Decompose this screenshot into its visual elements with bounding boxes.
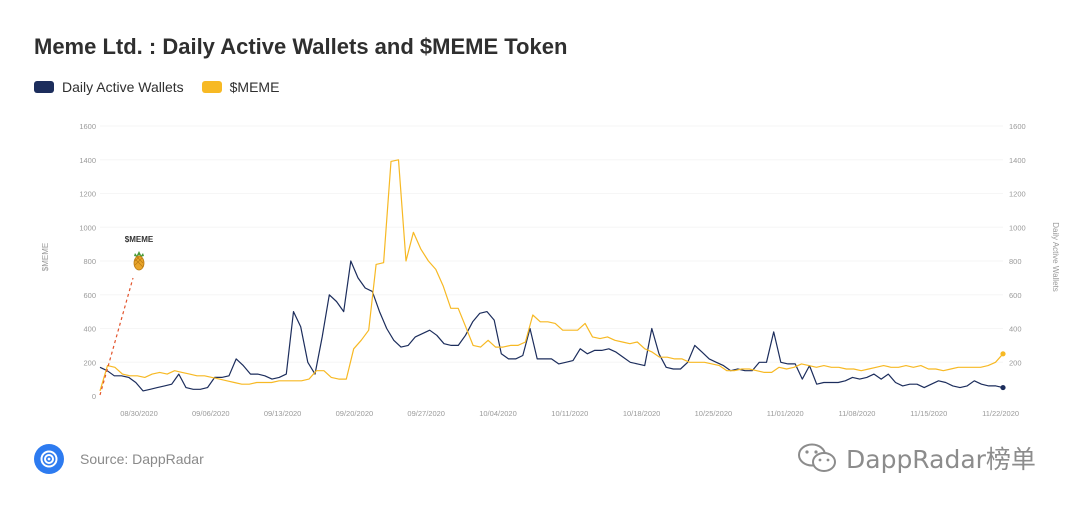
y-tick-right: 1200 (1009, 190, 1026, 199)
x-tick-label: 11/01/2020 (767, 409, 804, 418)
series-end-point (1000, 384, 1006, 391)
x-tick-label: 10/18/2020 (623, 409, 661, 418)
legend-item-daily-active-wallets[interactable]: Daily Active Wallets (34, 79, 184, 95)
y-tick-left: 0 (92, 392, 96, 401)
legend-label-meme: $MEME (229, 79, 280, 95)
x-tick-label: 09/20/2020 (336, 409, 374, 418)
y-tick-right: 800 (1009, 257, 1022, 266)
x-tick-label: 08/30/2020 (120, 409, 158, 418)
y-tick-right: 1400 (1009, 156, 1026, 165)
x-tick-label: 09/27/2020 (407, 409, 445, 418)
y-tick-right: 400 (1009, 325, 1022, 334)
wechat-icon (798, 443, 836, 472)
x-tick-label: 10/11/2020 (551, 409, 588, 418)
watermark-text: DappRadar榜单 (846, 445, 1036, 474)
annotation-label: $MEME (125, 235, 154, 244)
x-tick-label: 10/25/2020 (695, 409, 733, 418)
y-tick-right: 200 (1009, 358, 1022, 367)
x-tick-label: 09/06/2020 (192, 409, 230, 418)
y-tick-right: 1600 (1009, 122, 1026, 131)
annotation-line (99, 277, 134, 396)
chart-title: Meme Ltd. : Daily Active Wallets and $ME… (34, 34, 568, 59)
legend-item-meme[interactable]: $MEME (201, 79, 280, 95)
legend: Daily Active Wallets $MEME (34, 79, 279, 95)
y-axis-label-left: $MEME (41, 243, 50, 271)
dappradar-logo-icon (34, 444, 64, 474)
legend-swatch-daily-active-wallets (34, 81, 54, 93)
source-text: Source: DappRadar (80, 451, 204, 467)
series-line-meme (99, 159, 1004, 392)
legend-label-daily-active-wallets: Daily Active Wallets (62, 79, 184, 95)
series-line-daily-active-wallets (99, 260, 1004, 392)
y-axis-label-right: Daily Active Wallets (1051, 222, 1060, 292)
x-tick-label: 11/08/2020 (839, 409, 876, 418)
y-tick-left: 200 (83, 358, 96, 367)
y-tick-left: 400 (83, 325, 96, 334)
y-tick-left: 1200 (79, 190, 96, 199)
source-line: Source: DappRadar (34, 444, 204, 474)
watermark: DappRadar榜单 (796, 440, 1036, 476)
y-tick-left: 1400 (79, 156, 96, 165)
y-tick-right: 600 (1009, 291, 1022, 300)
series-end-point (1000, 351, 1006, 357)
x-tick-label: 09/13/2020 (264, 409, 302, 418)
pineapple-icon (133, 251, 145, 271)
y-tick-left: 1000 (79, 223, 96, 232)
y-tick-left: 600 (83, 291, 96, 300)
chart-area: 0 200 400 600 800 1000 1200 1400 1600 200 400 600 80… (41, 122, 1060, 418)
x-tick-label: 11/15/2020 (910, 409, 947, 418)
legend-swatch-meme (201, 81, 222, 93)
x-tick-label: 11/22/2020 (982, 409, 1019, 418)
y-tick-right: 1000 (1009, 223, 1026, 232)
y-tick-left: 800 (83, 257, 96, 266)
y-tick-left: 1600 (79, 122, 96, 131)
x-tick-label: 10/04/2020 (479, 409, 517, 418)
